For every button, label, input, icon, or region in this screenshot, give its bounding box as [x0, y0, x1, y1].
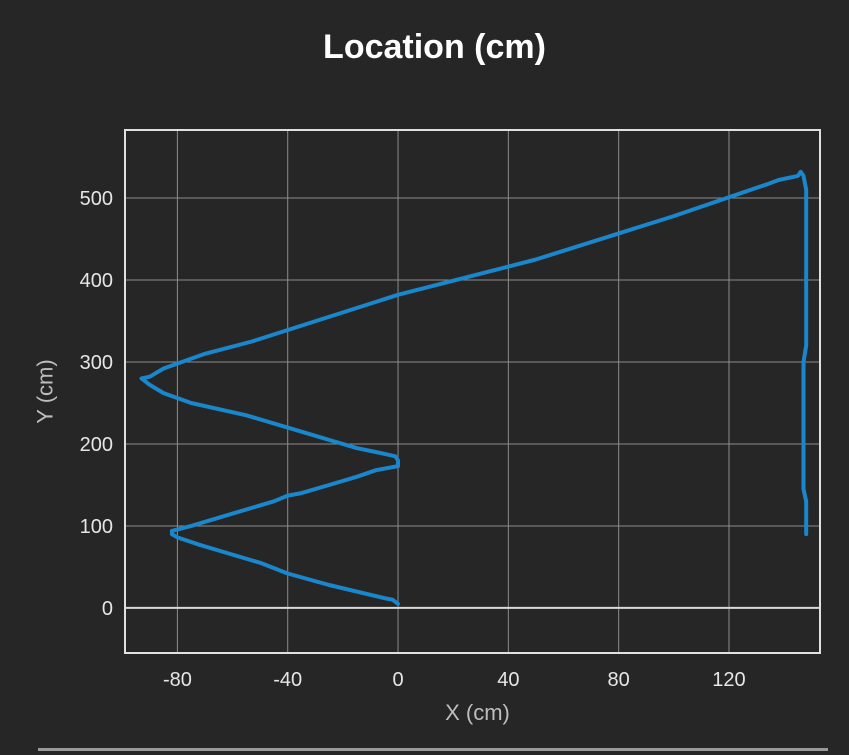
x-tick-label: 120: [712, 669, 745, 691]
chart-title: Location (cm): [323, 28, 546, 66]
x-axis-title: X (cm): [445, 700, 510, 725]
bottom-divider: [38, 748, 828, 751]
y-axis-title: Y (cm): [33, 359, 58, 423]
x-tick-label: 0: [392, 669, 403, 691]
y-tick-label: 0: [102, 598, 113, 620]
x-tick-label: -40: [273, 669, 302, 691]
x-tick-label: 40: [497, 669, 519, 691]
x-tick-label: 80: [608, 669, 630, 691]
y-tick-label: 200: [80, 434, 113, 456]
y-tick-label: 400: [80, 270, 113, 292]
y-tick-label: 100: [80, 516, 113, 538]
y-tick-label: 500: [80, 188, 113, 210]
y-tick-label: 300: [80, 352, 113, 374]
trajectory-line: [139, 169, 809, 606]
grid-lines: [125, 130, 820, 653]
tick-labels: -80 -40 0 40 80 120 0 100 200 300 400 500: [80, 188, 746, 691]
plot-border: [124, 129, 821, 654]
x-tick-label: -80: [163, 669, 192, 691]
